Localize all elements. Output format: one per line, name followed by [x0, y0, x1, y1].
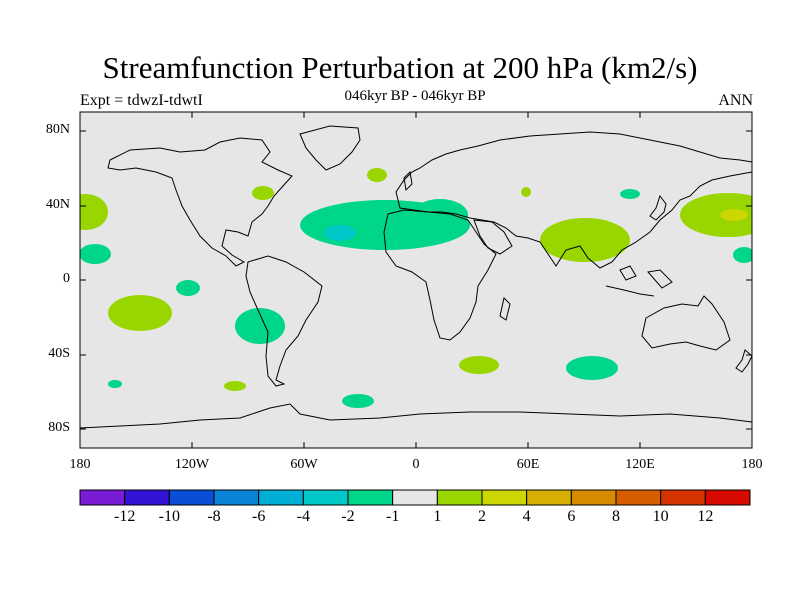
colorbar-label: 8 [612, 508, 620, 525]
colorbar-swatch [704, 489, 751, 506]
anomaly-patch-dateline-west [80, 194, 108, 230]
lat-label-0: 0 [63, 271, 70, 286]
colorbar-swatch [392, 489, 438, 506]
colorbar-label: 12 [697, 508, 714, 525]
lon-label-180e: 180 [741, 457, 763, 472]
coastline-arabia [473, 219, 513, 255]
anomaly-patch-central-pacific [176, 280, 200, 296]
lat-label-40s: 40S [48, 346, 70, 361]
lon-label-0: 0 [412, 457, 420, 472]
anomaly-patch-tropical-east-pacific [80, 244, 111, 264]
plot-subtitle: 046kyr BP - 046kyr BP [344, 88, 486, 104]
colorbar-swatch [347, 489, 394, 506]
lon-label-120e: 120E [625, 457, 655, 472]
colorbar-swatch [481, 489, 528, 506]
anomaly-patch-nw-pacific-core [720, 209, 748, 221]
anomaly-patch-great-lakes [252, 186, 274, 200]
coastline-british-isles [403, 170, 413, 192]
lon-label-180w: 180 [69, 457, 91, 472]
colorbar-swatch [570, 489, 617, 506]
colorbar-label: -2 [341, 508, 355, 525]
lon-label-60w: 60W [290, 457, 318, 472]
colorbar-label: 2 [478, 508, 486, 525]
coastline-north-america [107, 137, 293, 267]
plot-title: Streamfunction Perturbation at 200 hPa (… [102, 50, 698, 85]
colorbar-swatch [168, 489, 215, 506]
colorbar-swatch [213, 489, 260, 506]
coastlines [80, 125, 752, 429]
colorbar-swatch [258, 489, 304, 506]
coastline-japan [649, 194, 667, 221]
experiment-label: Expt = tdwzI-tdwtI [80, 92, 203, 109]
colorbar-swatch [124, 489, 170, 506]
map-background [80, 112, 752, 448]
colorbar-swatch [660, 489, 706, 506]
colorbar-label: -6 [251, 508, 266, 525]
anomaly-patch-south-atlantic-neg [342, 394, 374, 408]
colorbar [79, 489, 751, 506]
anomaly-patch-north-atlantic-small [367, 168, 387, 182]
anomaly-patch-caspian [521, 187, 531, 197]
coastline-antarctica [80, 403, 752, 429]
colorbar-swatch [436, 489, 483, 506]
coastline-new-zealand [735, 349, 752, 373]
colorbar-label: -12 [113, 508, 136, 525]
coastline-south-america [245, 255, 323, 387]
colorbar-label: 6 [567, 508, 576, 525]
lon-label-120w: 120W [174, 457, 210, 472]
colorbar-label: 10 [652, 508, 669, 525]
anomaly-patch-mediterranean [412, 199, 468, 231]
coastline-greenland [299, 125, 361, 171]
colorbar-swatch [615, 489, 662, 506]
lat-label-80n: 80N [45, 122, 70, 137]
colorbar-label: -10 [158, 508, 180, 525]
anomaly-patch-atlantic-core [324, 225, 356, 241]
anomaly-patch-south-pacific [108, 295, 172, 331]
colorbar-swatch [302, 489, 349, 506]
anomaly-patch-east-pacific [224, 381, 246, 391]
anomaly-patch-nw-pacific [680, 193, 752, 237]
lat-label-80s: 80S [48, 420, 70, 435]
colorbar-label: 1 [433, 508, 442, 525]
anomaly-patch-southeast-pacific [235, 308, 285, 344]
coastline-indonesia [605, 265, 673, 297]
coastline-madagascar [499, 297, 511, 321]
anomaly-patch-south-atlantic [459, 356, 499, 374]
lon-label-60e: 60E [516, 457, 540, 472]
latitude-ticks [80, 130, 752, 430]
anomaly-patch-west-pacific [733, 247, 752, 263]
coastline-africa [383, 209, 497, 341]
colorbar-label: -1 [385, 508, 400, 525]
colorbar-swatch [526, 489, 572, 506]
anomaly-patch-south-asia [540, 218, 630, 262]
anomaly-patch-far-south-pacific [108, 380, 122, 388]
colorbar-label: -4 [296, 508, 310, 525]
coastline-australia [641, 295, 731, 351]
colorbar-swatch [79, 489, 126, 506]
colorbar-label: -8 [207, 508, 221, 525]
longitude-ticks [191, 112, 641, 448]
anomaly-patch-japan-north [620, 189, 640, 199]
anomaly-patch-south-indian [566, 356, 618, 380]
lat-label-40n: 40N [45, 197, 70, 212]
anomaly-patches [80, 168, 752, 408]
colorbar-label: 4 [522, 508, 531, 525]
season-label: ANN [718, 92, 753, 109]
coastline-eurasia [395, 131, 752, 269]
